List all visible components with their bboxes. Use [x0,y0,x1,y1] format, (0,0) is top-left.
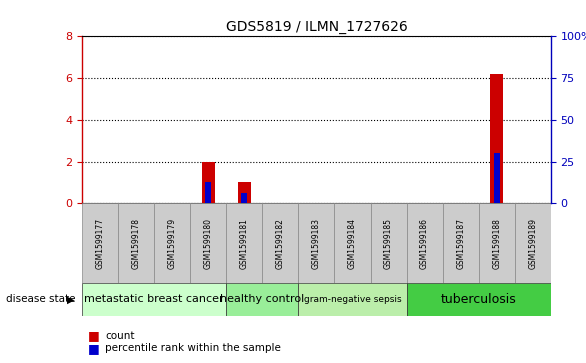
Text: GSM1599185: GSM1599185 [384,218,393,269]
Text: ■: ■ [88,329,100,342]
Bar [238,182,251,203]
Text: tuberculosis: tuberculosis [441,293,517,306]
Text: percentile rank within the sample: percentile rank within the sample [105,343,281,354]
Text: ■: ■ [88,342,100,355]
Text: GSM1599181: GSM1599181 [240,218,249,269]
Bar [335,203,370,283]
Bar [370,203,407,283]
Text: GSM1599188: GSM1599188 [492,218,501,269]
Bar [407,283,551,316]
Text: count: count [105,331,135,341]
Bar [407,203,442,283]
Bar [490,74,503,203]
Text: GSM1599182: GSM1599182 [276,218,285,269]
Text: GSM1599180: GSM1599180 [204,218,213,269]
Text: GSM1599178: GSM1599178 [132,218,141,269]
Bar [298,283,407,316]
Text: GSM1599179: GSM1599179 [168,218,177,269]
Text: healthy control: healthy control [220,294,305,305]
Text: disease state: disease state [6,294,76,305]
Bar [82,203,118,283]
Bar [515,203,551,283]
Text: GSM1599186: GSM1599186 [420,218,429,269]
Bar [226,283,298,316]
Title: GDS5819 / ILMN_1727626: GDS5819 / ILMN_1727626 [226,20,407,34]
Bar [206,182,211,203]
Bar [494,153,500,203]
Text: GSM1599183: GSM1599183 [312,218,321,269]
Bar [479,203,515,283]
Text: GSM1599184: GSM1599184 [348,218,357,269]
Text: GSM1599187: GSM1599187 [456,218,465,269]
Bar [226,203,263,283]
Bar [154,203,190,283]
Bar [442,203,479,283]
Bar [298,203,335,283]
Bar [190,203,226,283]
Bar [241,193,247,203]
Text: GSM1599177: GSM1599177 [96,218,104,269]
Bar [118,203,154,283]
Bar [263,203,298,283]
Text: gram-negative sepsis: gram-negative sepsis [304,295,401,304]
Bar [82,283,226,316]
Text: ▶: ▶ [67,294,75,305]
Text: GSM1599189: GSM1599189 [529,218,537,269]
Text: metastatic breast cancer: metastatic breast cancer [84,294,224,305]
Bar [202,162,214,203]
